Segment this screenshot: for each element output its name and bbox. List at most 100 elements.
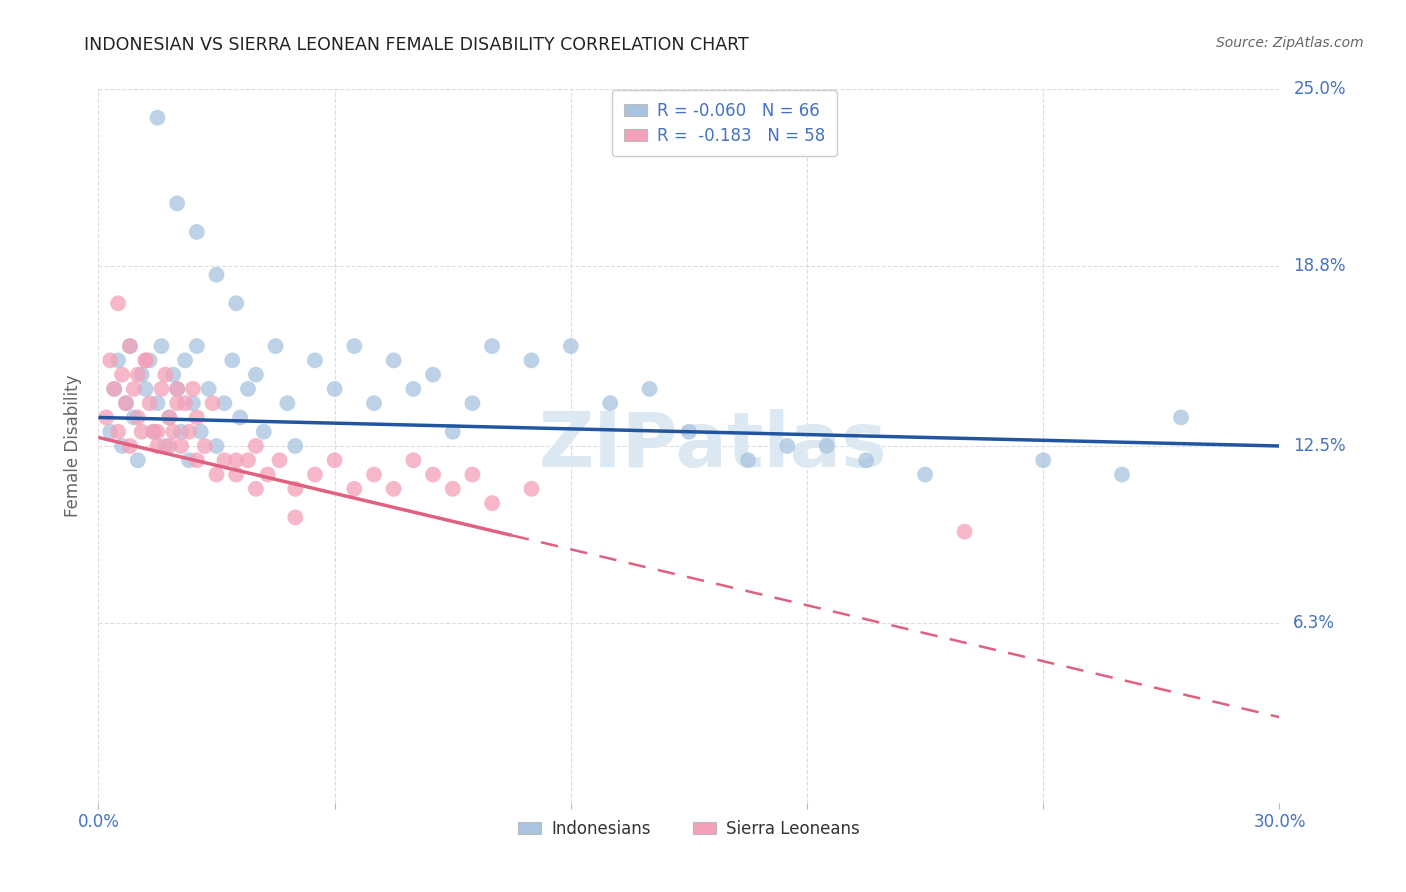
Text: 18.8%: 18.8% [1294,257,1346,275]
Point [111,368,134,382]
Point [815,439,838,453]
Point [186,339,208,353]
Point [855,453,877,467]
Point [135,382,157,396]
Legend: Indonesians, Sierra Leoneans: Indonesians, Sierra Leoneans [512,814,866,845]
Text: 25.0%: 25.0% [1294,80,1346,98]
Point [284,510,307,524]
Point [157,410,180,425]
Point [166,382,188,396]
Point [127,410,149,425]
Point [146,396,169,410]
Point [382,482,405,496]
Point [162,368,184,382]
Point [118,339,141,353]
Point [135,353,157,368]
Text: Source: ZipAtlas.com: Source: ZipAtlas.com [1216,36,1364,50]
Point [135,353,157,368]
Point [481,339,503,353]
Point [214,453,236,467]
Point [402,453,425,467]
Point [157,410,180,425]
Point [118,439,141,453]
Point [221,353,243,368]
Point [245,368,267,382]
Point [170,439,193,453]
Point [236,382,259,396]
Point [1032,453,1054,467]
Point [142,425,165,439]
Point [181,382,204,396]
Point [481,496,503,510]
Point [107,296,129,310]
Point [142,425,165,439]
Point [115,396,138,410]
Point [520,353,543,368]
Point [127,453,149,467]
Point [174,353,197,368]
Point [323,453,346,467]
Point [225,453,247,467]
Point [111,439,134,453]
Point [1170,410,1192,425]
Point [245,439,267,453]
Point [205,467,228,482]
Point [323,382,346,396]
Point [264,339,287,353]
Point [343,339,366,353]
Point [177,425,200,439]
Point [103,382,125,396]
Point [177,453,200,467]
Point [131,425,153,439]
Point [194,439,217,453]
Point [146,425,169,439]
Point [155,368,177,382]
Point [363,396,385,410]
Point [96,410,118,425]
Point [186,453,208,467]
Point [441,482,464,496]
Point [214,396,236,410]
Point [441,425,464,439]
Point [284,482,307,496]
Point [107,353,129,368]
Point [181,396,204,410]
Point [150,382,173,396]
Point [157,439,180,453]
Point [225,296,247,310]
Point [236,453,259,467]
Point [107,425,129,439]
Point [155,439,177,453]
Point [174,396,197,410]
Point [166,396,188,410]
Point [103,382,125,396]
Text: ZIPatlas: ZIPatlas [538,409,887,483]
Point [118,339,141,353]
Point [245,482,267,496]
Point [115,396,138,410]
Point [461,467,484,482]
Point [122,382,145,396]
Point [229,410,252,425]
Point [146,439,169,453]
Point [197,382,219,396]
Point [131,368,153,382]
Point [166,382,188,396]
Point [638,382,661,396]
Point [205,439,228,453]
Point [422,368,444,382]
Point [225,467,247,482]
Point [186,225,208,239]
Point [343,482,366,496]
Point [422,467,444,482]
Point [146,111,169,125]
Point [304,467,326,482]
Point [98,425,121,439]
Point [382,353,405,368]
Text: INDONESIAN VS SIERRA LEONEAN FEMALE DISABILITY CORRELATION CHART: INDONESIAN VS SIERRA LEONEAN FEMALE DISA… [84,36,749,54]
Point [520,482,543,496]
Point [162,425,184,439]
Point [599,396,621,410]
Point [914,467,936,482]
Point [138,353,160,368]
